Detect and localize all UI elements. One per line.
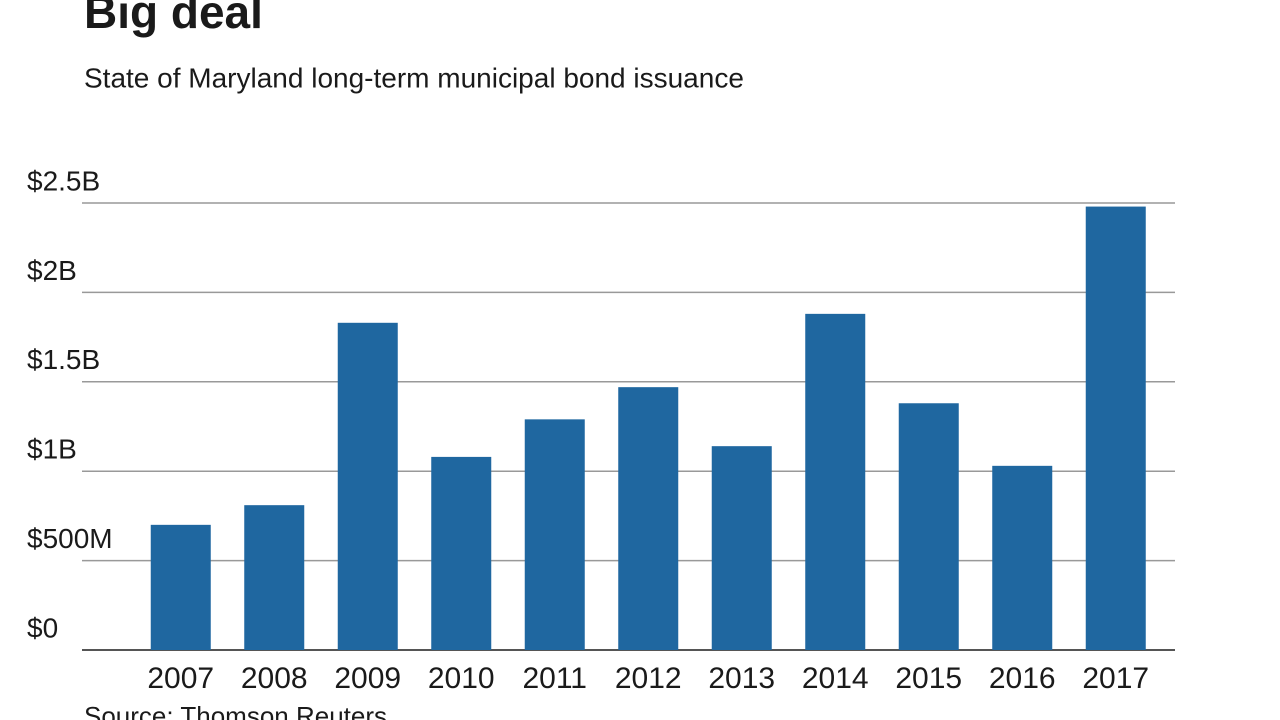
y-tick-label: $500M [27, 523, 113, 554]
chart-title: Big deal [84, 0, 263, 38]
x-tick-label: 2010 [428, 662, 495, 695]
x-tick-label: 2007 [147, 662, 214, 695]
x-tick-label: 2009 [334, 662, 401, 695]
chart-subtitle: State of Maryland long-term municipal bo… [84, 62, 744, 93]
x-tick-label: 2013 [708, 662, 775, 695]
x-tick-label: 2012 [615, 662, 682, 695]
y-tick-label: $1B [27, 434, 77, 465]
bar [1085, 206, 1146, 651]
bar [805, 313, 866, 650]
bar [244, 505, 305, 650]
bar [711, 446, 772, 650]
source-note: Source: Thomson Reuters [84, 701, 387, 720]
y-tick-label: $2.5B [27, 165, 100, 196]
x-tick-label: 2008 [241, 662, 308, 695]
x-tick-label: 2017 [1082, 662, 1149, 695]
x-tick-label: 2011 [522, 662, 587, 695]
bar [150, 524, 211, 650]
bar [618, 387, 679, 650]
x-tick-label: 2016 [989, 662, 1056, 695]
bar [524, 419, 585, 650]
bar [992, 465, 1053, 650]
y-tick-label: $2B [27, 255, 77, 286]
bar [337, 322, 398, 650]
x-tick-label: 2015 [895, 662, 962, 695]
bar [898, 403, 959, 650]
x-tick-label: 2014 [802, 662, 869, 695]
y-tick-label: $0 [27, 612, 58, 643]
y-tick-label: $1.5B [27, 344, 100, 375]
bar [431, 456, 492, 650]
